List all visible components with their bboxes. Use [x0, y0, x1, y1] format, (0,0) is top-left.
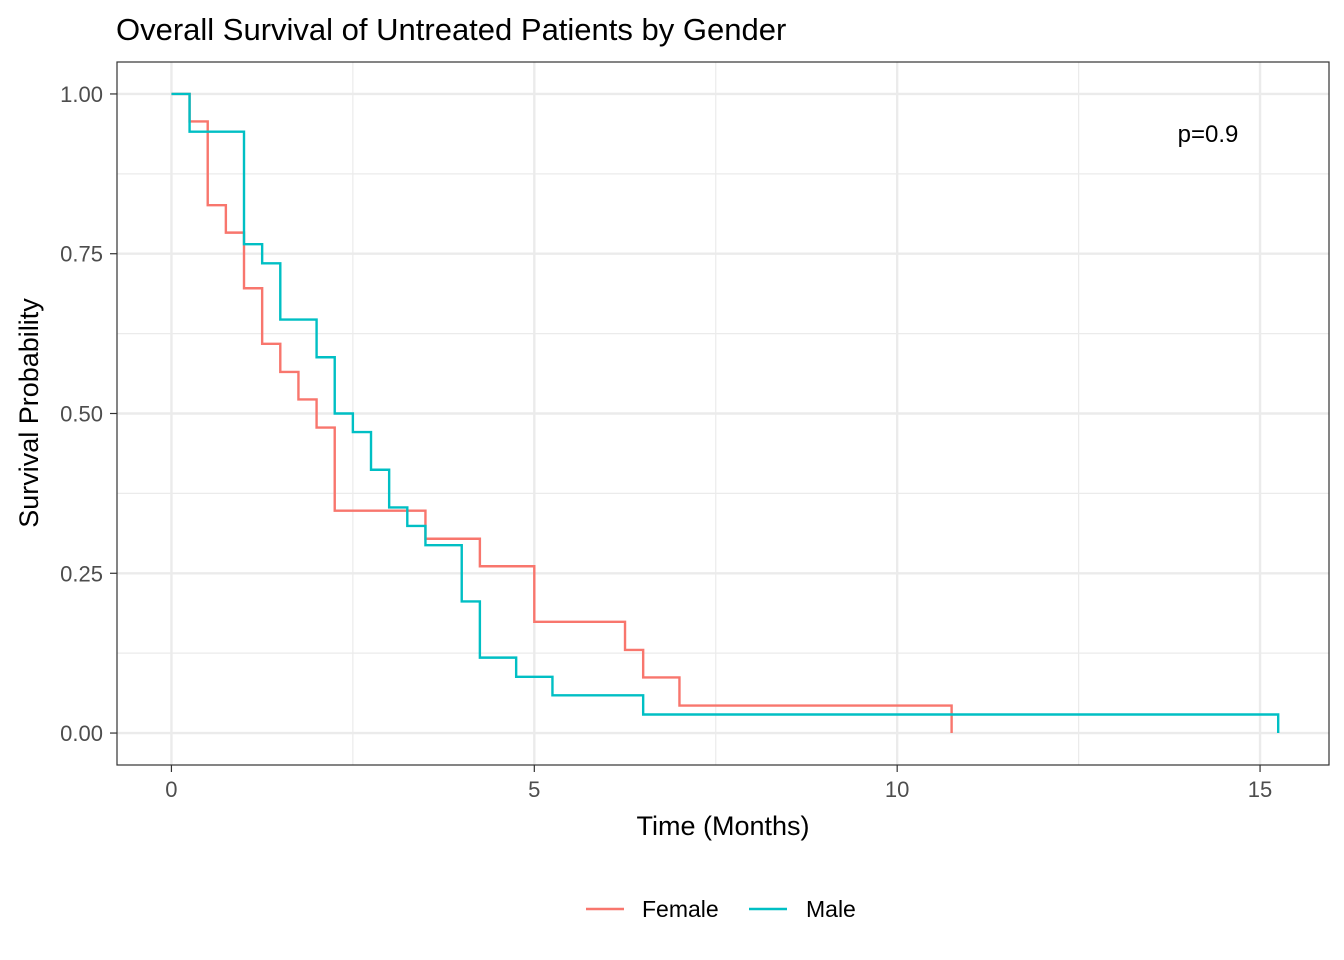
x-tick-label: 0 — [165, 777, 177, 802]
legend: Female Male — [586, 896, 856, 922]
x-axis-title: Time (Months) — [636, 811, 809, 841]
x-tick-label: 15 — [1248, 777, 1272, 802]
survival-curve-female — [171, 92, 953, 734]
y-axis-ticks: 0.00 0.25 0.50 0.75 1.00 — [60, 82, 117, 746]
legend-label-female: Female — [642, 896, 719, 922]
y-tick-label: 0.50 — [60, 402, 103, 427]
y-tick-label: 0.25 — [60, 561, 103, 586]
y-tick-label: 1.00 — [60, 82, 103, 107]
y-tick-label: 0.75 — [60, 242, 103, 267]
x-tick-label: 10 — [885, 777, 909, 802]
survival-curve-male — [171, 92, 1280, 734]
survival-curves — [171, 92, 1280, 734]
chart-title: Overall Survival of Untreated Patients b… — [116, 12, 786, 47]
x-tick-label: 5 — [528, 777, 540, 802]
y-axis-title: Survival Probability — [14, 298, 44, 528]
grid-lines — [117, 62, 1329, 765]
legend-label-male: Male — [806, 896, 856, 922]
x-axis-ticks: 0 5 10 15 — [165, 765, 1272, 802]
y-tick-label: 0.00 — [60, 721, 103, 746]
p-value-annotation: p=0.9 — [1178, 121, 1239, 148]
